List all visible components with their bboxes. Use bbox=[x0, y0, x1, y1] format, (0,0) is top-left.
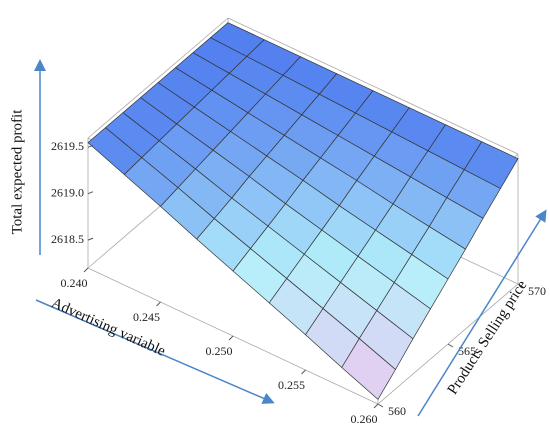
box-edge bbox=[87, 17, 229, 139]
y-tick bbox=[517, 283, 524, 288]
surface-patch bbox=[341, 338, 396, 400]
z-tick-label: 2619.5 bbox=[51, 139, 84, 153]
surface bbox=[87, 22, 519, 400]
z-tick-label: 2618.5 bbox=[51, 232, 84, 246]
ticks: 2618.5 2619.0 2619.5 0.240 0.245 0.250 0.255 0.… bbox=[51, 139, 546, 426]
x-tick-label: 0.245 bbox=[133, 310, 160, 324]
x-tick bbox=[373, 403, 379, 409]
box-edge bbox=[227, 17, 519, 155]
x-axis-title: Advertising variable bbox=[49, 295, 168, 360]
y-axis-title: Products Selling price bbox=[445, 277, 531, 397]
x-tick bbox=[228, 335, 234, 341]
y-arrow bbox=[417, 209, 547, 417]
x-tick-label: 0.260 bbox=[351, 412, 378, 426]
z-tick-label: 2619.0 bbox=[51, 185, 84, 199]
z-axis-title: Total expected profit bbox=[9, 109, 25, 235]
x-tick-label: 0.240 bbox=[61, 276, 88, 290]
x-tick bbox=[301, 369, 306, 375]
x-arrow bbox=[35, 299, 275, 404]
y-tick-label: 560 bbox=[388, 404, 406, 418]
z-tick bbox=[87, 191, 94, 195]
x-tick bbox=[83, 267, 89, 273]
y-tick bbox=[377, 403, 384, 408]
y-tick bbox=[447, 343, 454, 348]
x-tick bbox=[156, 301, 161, 307]
y-tick-label: 570 bbox=[528, 284, 546, 298]
x-tick-label: 0.250 bbox=[206, 344, 233, 358]
z-tick bbox=[87, 237, 94, 241]
z-tick bbox=[87, 144, 94, 148]
y-tick-label: 565 bbox=[458, 344, 476, 358]
x-tick-label: 0.255 bbox=[278, 378, 305, 392]
